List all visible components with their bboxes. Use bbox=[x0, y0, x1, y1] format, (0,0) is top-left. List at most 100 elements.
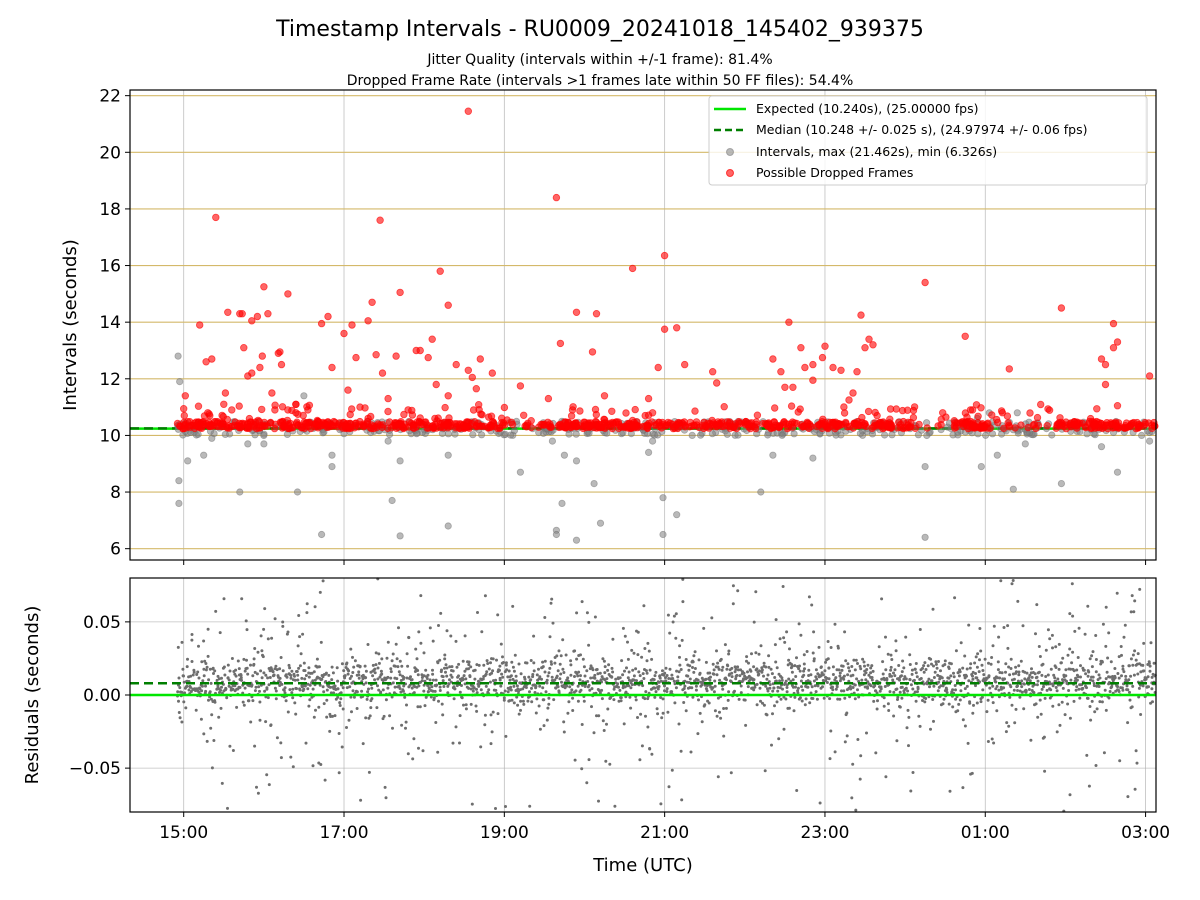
residual-point bbox=[628, 695, 632, 699]
residual-point bbox=[1039, 712, 1043, 716]
residual-point bbox=[762, 703, 766, 707]
residual-point bbox=[759, 699, 762, 703]
dropped-frame-point bbox=[352, 353, 360, 362]
dropped-frame-point bbox=[452, 360, 460, 369]
residual-point bbox=[878, 689, 882, 693]
residual-point bbox=[370, 697, 374, 701]
residual-point bbox=[897, 664, 901, 667]
dropped-frame-point bbox=[1113, 338, 1122, 346]
dropped-frame-point bbox=[1095, 424, 1104, 432]
residual-point bbox=[971, 670, 975, 674]
legend-intervals-label: Intervals, max (21.462s), min (6.326s) bbox=[756, 144, 997, 159]
dropped-frame-point bbox=[1109, 344, 1118, 352]
residual-point bbox=[547, 696, 551, 700]
residual-point bbox=[189, 685, 192, 689]
residual-point bbox=[1120, 686, 1124, 690]
residual-point bbox=[495, 658, 498, 662]
residual-point bbox=[397, 626, 400, 630]
residual-point bbox=[1098, 676, 1102, 680]
dropped-frame-point bbox=[367, 424, 375, 433]
residual-point bbox=[980, 695, 984, 699]
residual-point bbox=[713, 684, 717, 688]
residual-point bbox=[1147, 685, 1150, 689]
residual-point bbox=[623, 669, 626, 673]
chart-subtitle-jitter: Jitter Quality (intervals within +/-1 fr… bbox=[426, 52, 772, 68]
residual-point bbox=[848, 669, 851, 673]
residual-point bbox=[601, 657, 605, 661]
residual-point bbox=[681, 577, 685, 581]
residual-point bbox=[1129, 674, 1133, 678]
residual-point bbox=[293, 678, 297, 682]
residual-point bbox=[718, 678, 722, 682]
residual-point bbox=[842, 677, 846, 681]
residual-point bbox=[664, 679, 668, 683]
residual-point bbox=[1020, 679, 1024, 683]
interval-point bbox=[221, 430, 229, 438]
dropped-frame-point bbox=[276, 348, 284, 356]
residual-point bbox=[1006, 646, 1010, 650]
residual-point bbox=[455, 665, 459, 669]
residual-point bbox=[1119, 645, 1123, 648]
residual-point bbox=[189, 674, 193, 678]
residual-point bbox=[284, 699, 288, 703]
residual-point bbox=[259, 634, 263, 638]
residual-point bbox=[553, 678, 557, 682]
residual-point bbox=[439, 611, 443, 615]
residual-point bbox=[985, 710, 989, 714]
residual-point bbox=[460, 696, 464, 700]
residual-point bbox=[948, 789, 952, 793]
dropped-frame-point bbox=[292, 400, 300, 408]
residual-point bbox=[345, 726, 348, 729]
residual-point bbox=[734, 667, 738, 671]
dropped-frame-point bbox=[552, 193, 561, 202]
residual-point bbox=[370, 686, 374, 690]
residual-point bbox=[189, 690, 193, 693]
residual-point bbox=[715, 714, 719, 718]
residual-point bbox=[267, 683, 271, 687]
residual-point bbox=[395, 677, 399, 681]
dropped-frame-point bbox=[516, 382, 525, 390]
residual-point bbox=[654, 670, 658, 674]
residual-point bbox=[499, 684, 503, 688]
residual-point bbox=[529, 678, 533, 682]
residual-point bbox=[562, 671, 566, 674]
residual-point bbox=[228, 669, 232, 673]
residual-point bbox=[1137, 686, 1141, 690]
residual-point bbox=[535, 673, 539, 677]
residual-point bbox=[973, 661, 977, 665]
residual-point bbox=[901, 659, 905, 663]
residual-point bbox=[826, 640, 830, 643]
residual-point bbox=[811, 697, 815, 700]
dropped-frame-point bbox=[324, 312, 332, 321]
residual-point bbox=[772, 686, 776, 690]
residual-point bbox=[932, 664, 935, 668]
dropped-frame-point bbox=[220, 400, 228, 408]
residual-point bbox=[519, 672, 523, 676]
residual-point bbox=[579, 688, 583, 692]
dropped-frame-point bbox=[568, 406, 577, 414]
residual-point bbox=[978, 627, 982, 630]
residual-point bbox=[620, 659, 624, 663]
dropped-frame-point bbox=[441, 403, 449, 412]
residual-point bbox=[787, 658, 791, 662]
residual-point bbox=[418, 705, 422, 709]
residual-point bbox=[1046, 673, 1050, 677]
residual-point bbox=[453, 687, 457, 691]
dropped-frame-point bbox=[270, 424, 279, 433]
residual-point bbox=[313, 605, 317, 609]
residual-point bbox=[879, 687, 883, 691]
residual-point bbox=[1012, 677, 1016, 681]
residual-point bbox=[253, 689, 257, 693]
residual-point bbox=[843, 696, 847, 700]
residual-point bbox=[678, 644, 682, 648]
dropped-frame-point bbox=[348, 321, 356, 329]
residual-point bbox=[580, 767, 584, 771]
residual-point bbox=[640, 655, 644, 659]
dropped-frame-point bbox=[834, 420, 843, 428]
residual-point bbox=[987, 674, 991, 678]
residual-point bbox=[621, 673, 625, 677]
residual-point bbox=[881, 660, 885, 664]
dropped-frame-point bbox=[521, 422, 529, 430]
residual-point bbox=[333, 684, 337, 688]
